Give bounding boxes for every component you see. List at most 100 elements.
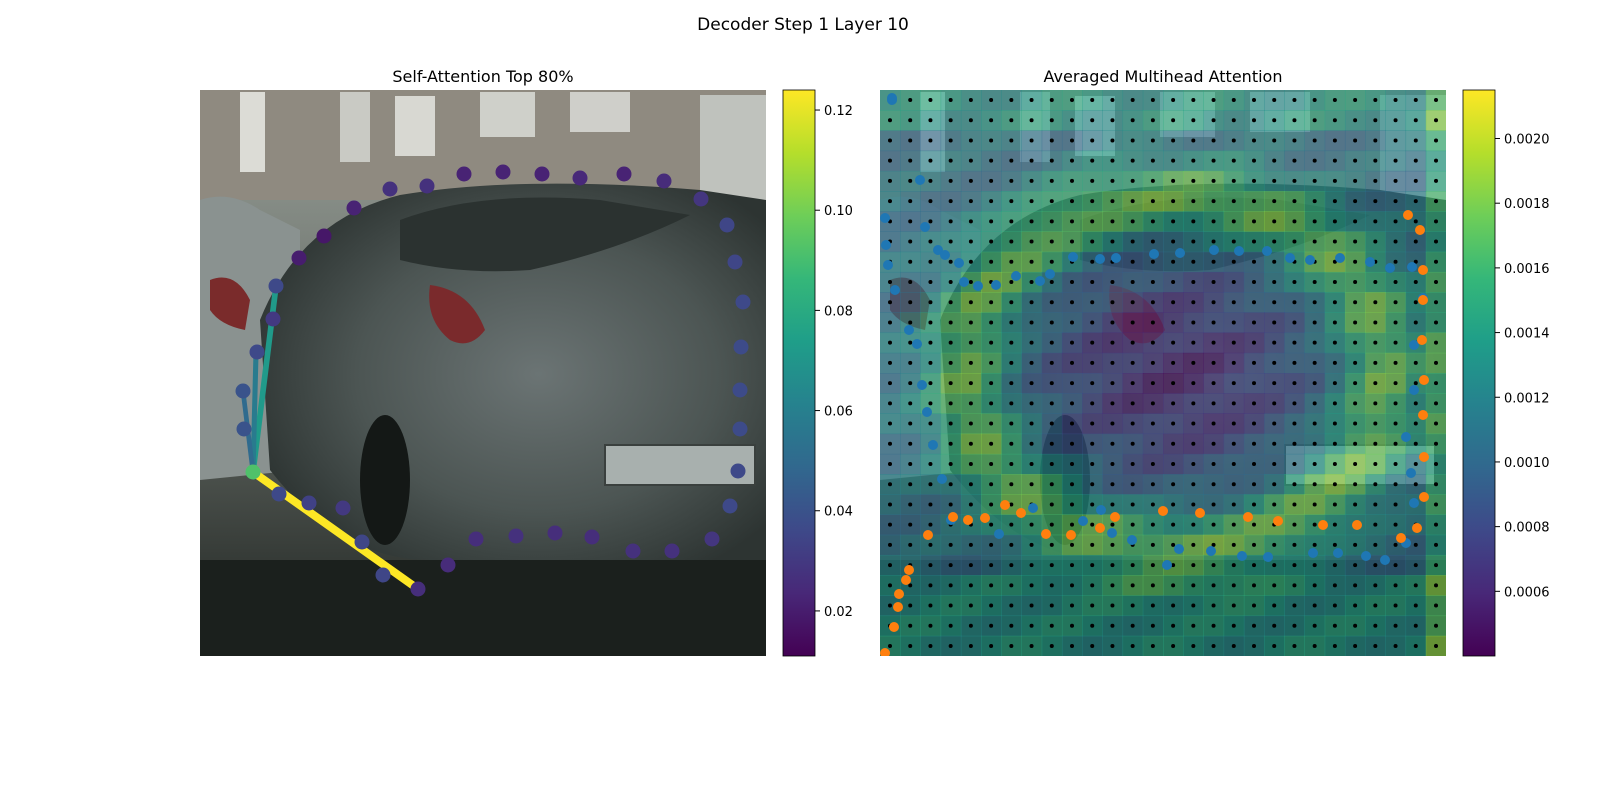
grid-dot [888,644,892,648]
grid-dot [989,462,994,466]
grid-dot [948,421,953,426]
grid-dot [1171,158,1176,163]
grid-dot [1393,138,1398,143]
grid-dot [908,441,913,446]
grid-dot [968,462,973,466]
grid-dot [989,381,994,386]
grid-dot [888,199,892,204]
grid-dot [1434,340,1438,345]
grid-dot [1373,583,1378,588]
grid-dot [1292,522,1297,527]
grid-dot [1029,239,1034,244]
grid-dot [1029,98,1034,102]
grid-dot [1171,118,1176,123]
grid-dot [1150,340,1155,345]
grid-dot [1110,118,1115,123]
grid-dot [1130,259,1135,264]
orange-keypoint [1418,295,1428,305]
grid-dot [989,421,994,426]
grid-dot [1373,502,1378,507]
grid-dot [1292,320,1297,325]
grid-dot [968,603,973,608]
grid-dot [989,401,994,406]
grid-dot [1272,320,1277,325]
grid-dot [989,300,994,305]
grid-dot [1252,381,1256,386]
grid-dot [1130,502,1135,507]
colorbar-tick-label: 0.0020 [1504,133,1550,148]
orange-keypoint [889,622,899,632]
grid-dot [1413,603,1418,608]
grid-dot [1332,158,1337,163]
grid-dot [968,118,973,123]
grid-dot [1332,239,1337,244]
grid-dot [1150,401,1155,406]
keypoint [730,463,746,479]
grid-dot [1009,644,1014,648]
grid-dot [908,462,913,466]
grid-dot [1150,280,1155,284]
keypoint [656,173,672,189]
grid-dot [1049,583,1054,588]
grid-dot [1393,320,1398,325]
keypoint [456,166,472,182]
grid-dot [1009,340,1014,345]
orange-keypoint [893,602,903,612]
grid-dot [948,300,953,305]
grid-dot [1373,340,1378,345]
grid-dot [1171,522,1176,527]
grid-dot [1029,118,1034,123]
grid-dot [1373,482,1378,487]
grid-dot [1312,603,1317,608]
grid-dot [1070,138,1074,143]
grid-dot [989,199,994,204]
grid-dot [1393,401,1398,406]
grid-dot [1150,542,1155,547]
grid-dot [1272,482,1277,487]
grid-dot [1211,583,1216,588]
grid-dot [1090,98,1095,102]
grid-dot [888,158,892,163]
grid-dot [1070,381,1074,386]
blue-keypoint [1175,248,1185,258]
grid-dot [1090,583,1095,588]
grid-dot [1231,542,1236,547]
grid-dot [1029,158,1034,163]
grid-dot [1272,340,1277,345]
grid-dot [948,462,953,466]
grid-dot [1373,239,1378,244]
grid-dot [1231,138,1236,143]
grid-dot [1110,280,1115,284]
grid-dot [928,320,933,325]
grid-dot [1373,441,1378,446]
colorbar-tick-label: 0.12 [824,104,853,119]
grid-dot [1191,542,1196,547]
grid-dot [1150,98,1155,102]
grid-dot [908,623,913,628]
grid-dot [1211,360,1216,365]
grid-dot [1272,178,1277,183]
grid-dot [1171,462,1176,466]
grid-dot [1171,280,1176,284]
grid-dot [1150,462,1155,466]
grid-dot [888,583,892,588]
grid-dot [1252,603,1256,608]
grid-dot [1110,98,1115,102]
grid-dot [1393,118,1398,123]
grid-dot [908,644,913,648]
grid-dot [1292,542,1297,547]
grid-dot [1353,381,1358,386]
grid-dot [1332,360,1337,365]
grid-dot [1393,199,1398,204]
grid-dot [1434,462,1438,466]
grid-dot [1211,401,1216,406]
grid-dot [1049,441,1054,446]
grid-dot [1191,441,1196,446]
blue-keypoint [1149,249,1159,259]
grid-dot [1191,381,1196,386]
grid-dot [968,563,973,568]
grid-dot [1434,401,1438,406]
grid-dot [1353,219,1358,224]
grid-dot [1130,300,1135,305]
orange-keypoint [1419,452,1429,462]
